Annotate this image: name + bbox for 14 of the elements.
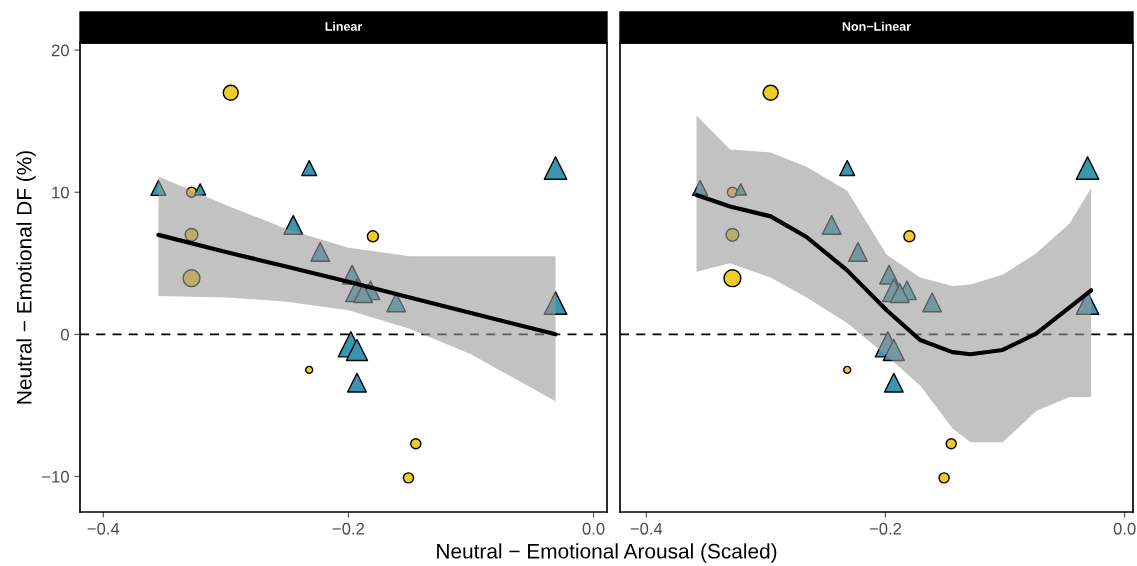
x-tick-label: 0.0 (582, 522, 605, 535)
y-tick-label: 0 (60, 328, 69, 341)
y-tick-label: 10 (52, 186, 69, 199)
y-axis-title: Neutral − Emotional DF (%) (16, 151, 36, 404)
x-tick-label: −0.2 (869, 522, 902, 535)
y-tick-label: 20 (51, 44, 69, 57)
x-tick-label: −0.2 (332, 522, 365, 535)
x-tick-label: −0.4 (87, 522, 120, 535)
chart-title: Linear (325, 21, 363, 31)
x-axis-title: Neutral − Emotional Arousal (Scaled) (437, 543, 777, 563)
y-tick-label: −10 (42, 470, 69, 483)
x-tick-label: −0.4 (630, 522, 663, 535)
x-tick-label: 0.0 (1113, 522, 1136, 535)
chart-title: Non−Linear (842, 21, 911, 31)
